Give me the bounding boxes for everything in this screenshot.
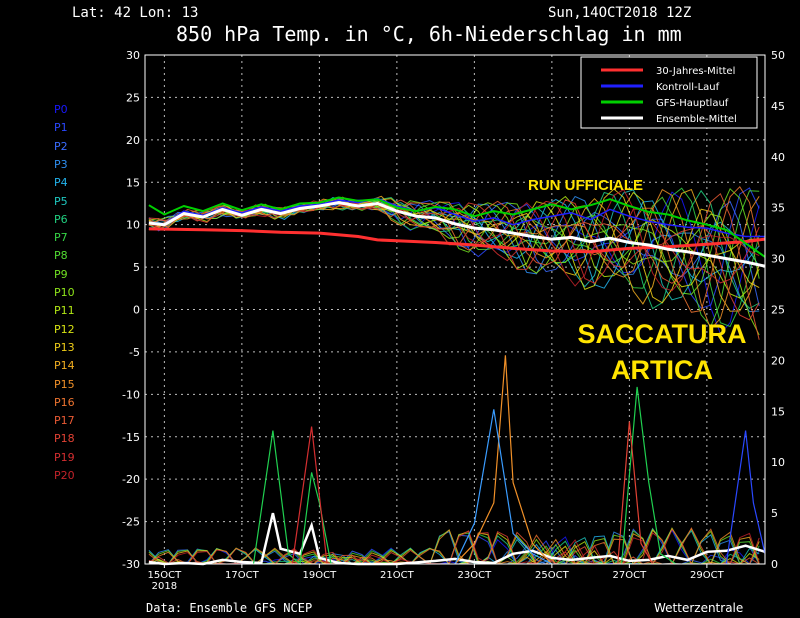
y-left-tick-label: 15: [126, 176, 140, 189]
precip-line: [291, 426, 328, 565]
footer-source: Data: Ensemble GFS NCEP: [146, 601, 313, 615]
member-label-p17: P17: [54, 414, 75, 428]
member-label-p14: P14: [54, 359, 75, 373]
y-right-tick-label: 20: [771, 354, 785, 367]
y-left-tick-label: 20: [126, 134, 140, 147]
member-label-p1: P1: [54, 121, 68, 135]
x-tick-label: 29OCT: [690, 570, 725, 581]
y-left-tick-label: 10: [126, 219, 140, 232]
y-left-tick-label: -15: [122, 431, 140, 444]
plot-frame: [144, 54, 766, 565]
y-left-tick-label: -10: [122, 388, 140, 401]
legend-label: Ensemble-Mittel: [656, 114, 737, 125]
y-left-tick-label: 0: [133, 304, 140, 317]
x-tick-year-label: 2018: [152, 581, 177, 592]
member-label-p8: P8: [54, 249, 68, 263]
member-temp-line: [148, 187, 760, 295]
legend-label: GFS-Hauptlauf: [656, 98, 729, 109]
y-right-tick-label: 35: [771, 202, 785, 215]
y-right-tick-label: 30: [771, 253, 785, 266]
member-temp-line: [148, 185, 760, 313]
member-label-p12: P12: [54, 322, 75, 336]
x-tick-label: 25OCT: [535, 570, 570, 581]
y-left-tick-label: 25: [126, 91, 140, 104]
y-right-tick-label: 5: [771, 507, 778, 520]
y-left-tick-label: 30: [126, 49, 140, 62]
member-label-p15: P15: [54, 377, 75, 391]
location-label: Lat: 42 Lon: 13: [72, 5, 199, 21]
member-label-p9: P9: [54, 267, 68, 281]
member-label-p0: P0: [54, 103, 68, 116]
y-right-tick-label: 0: [771, 558, 778, 571]
precip-line: [148, 512, 766, 566]
x-tick-label: 19OCT: [303, 570, 338, 581]
y-right-tick-label: 40: [771, 151, 785, 164]
member-label-p16: P16: [54, 395, 75, 409]
footer-brand: Wetterzentrale: [654, 601, 744, 615]
chart-title: 850 hPa Temp. in °C, 6h-Niederschlag in …: [176, 22, 682, 46]
artica-line: ARTICA: [611, 355, 713, 385]
run-ufficiale-label: RUN UFFICIALE: [528, 177, 643, 194]
temp-line: [148, 196, 766, 258]
member-label-p19: P19: [54, 450, 75, 464]
member-label-p20: P20: [54, 469, 75, 482]
member-label-p13: P13: [54, 340, 75, 354]
member-label-p7: P7: [54, 231, 68, 245]
precip-line: [454, 409, 553, 565]
y-right-tick-label: 25: [771, 304, 785, 317]
x-tick-label: 27OCT: [613, 570, 648, 581]
member-label-p2: P2: [54, 139, 68, 153]
temp-line: [148, 201, 766, 268]
y-right-tick-label: 15: [771, 405, 785, 418]
y-left-tick-label: -5: [129, 346, 140, 359]
y-right-tick-label: 45: [771, 100, 785, 113]
y-right-tick-label: 50: [771, 49, 785, 62]
member-label-p4: P4: [54, 176, 68, 190]
legend-label: 30-Jahres-Mittel: [656, 66, 735, 77]
member-label-p5: P5: [54, 194, 68, 208]
precip-line: [454, 355, 553, 565]
saccatura-line: SACCATURA: [577, 319, 747, 349]
y-left-tick-label: -30: [122, 558, 140, 571]
precip-line: [617, 421, 654, 565]
member-label-p10: P10: [54, 286, 75, 299]
run-label: Sun,14OCT2018 12Z: [548, 5, 692, 21]
x-tick-label: 15OCT: [148, 570, 183, 581]
temp-line: [148, 197, 765, 238]
x-tick-label: 17OCT: [225, 570, 260, 581]
member-label-p11: P11: [54, 304, 75, 318]
y-right-tick-label: 10: [771, 456, 785, 469]
saccatura-artica-label: SACCATURA ARTICA: [572, 316, 752, 388]
y-left-tick-label: -25: [122, 516, 140, 529]
precip-line: [725, 430, 766, 565]
x-tick-label: 21OCT: [380, 570, 415, 581]
y-left-tick-label: -20: [122, 473, 140, 486]
member-label-p3: P3: [54, 157, 68, 171]
legend-label: Kontroll-Lauf: [656, 82, 720, 93]
member-label-p6: P6: [54, 212, 68, 226]
x-tick-label: 23OCT: [458, 570, 493, 581]
member-label-p18: P18: [54, 432, 75, 446]
member-temp-line: [148, 199, 760, 321]
y-left-tick-label: 5: [133, 261, 140, 274]
temp-line: [148, 227, 766, 254]
